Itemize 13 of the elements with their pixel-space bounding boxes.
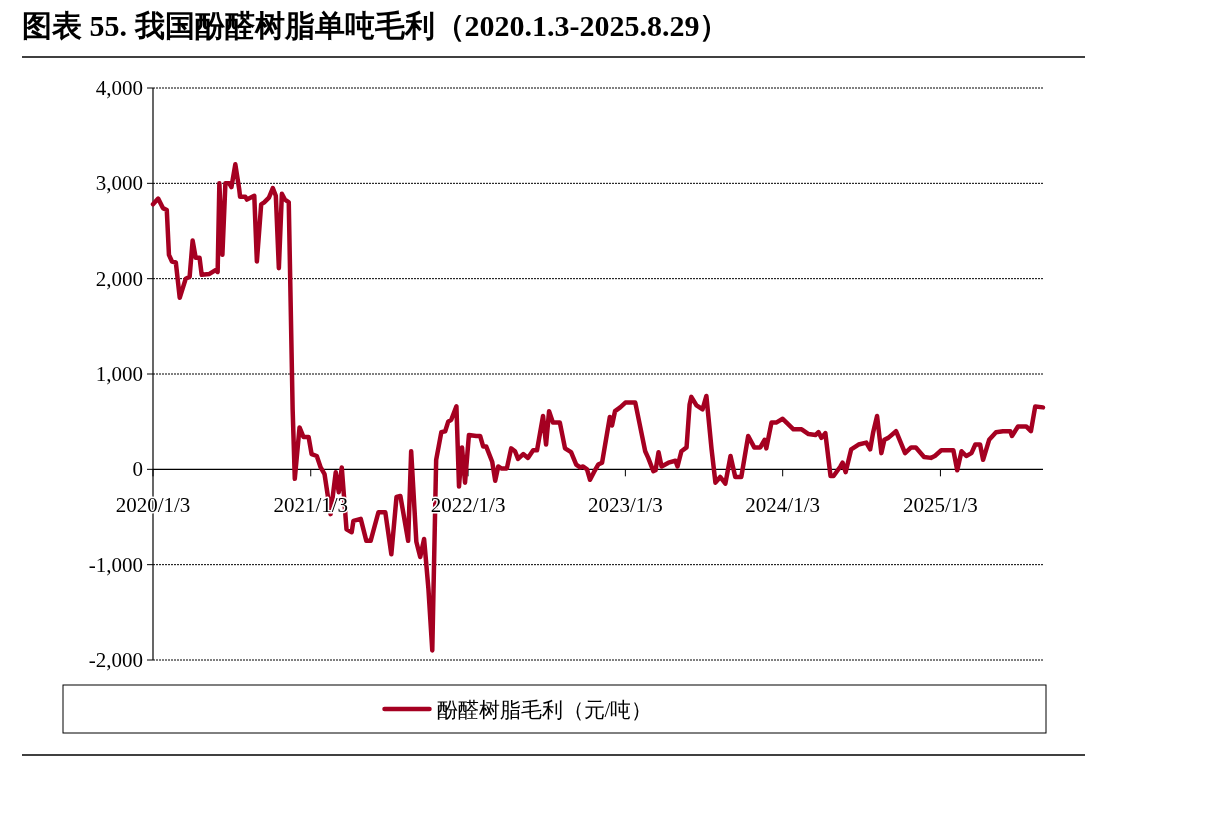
y-tick-label: 2,000 — [95, 266, 143, 291]
y-tick-label: -1,000 — [88, 552, 143, 577]
legend-label: 酚醛树脂毛利（元/吨） — [436, 698, 653, 722]
y-tick-label: 3,000 — [95, 171, 143, 196]
y-tick-label: 4,000 — [95, 76, 143, 100]
x-tick-label: 2023/1/3 — [588, 493, 663, 518]
x-tick-label: 2024/1/3 — [745, 493, 821, 518]
y-tick-label: -2,000 — [88, 648, 143, 672]
y-tick-label: 1,000 — [95, 362, 143, 386]
chart-title: 图表 55. 我国酚醛树脂单吨毛利（2020.1.3-2025.8.29） — [22, 9, 730, 42]
y-tick-label: 0 — [132, 457, 143, 482]
x-tick-label: 2025/1/3 — [903, 493, 978, 518]
legend: 酚醛树脂毛利（元/吨） — [62, 684, 1047, 734]
